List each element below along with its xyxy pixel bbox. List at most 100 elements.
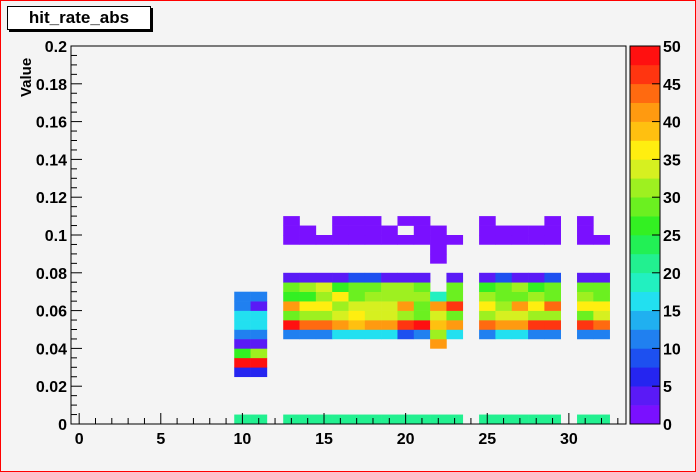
heatmap-bin — [593, 310, 610, 321]
heatmap-bin — [413, 272, 431, 283]
heatmap-bin — [413, 216, 431, 226]
colorbar-segment — [630, 386, 660, 406]
heatmap-bin — [348, 282, 366, 292]
heatmap-bin — [577, 225, 594, 236]
heatmap-bin — [299, 235, 317, 245]
colorbar-segment — [630, 405, 660, 425]
heatmap-bin — [299, 329, 317, 340]
heatmap-bin — [479, 329, 496, 340]
colorbar-segment — [630, 348, 660, 368]
x-tick-label: 15 — [315, 431, 333, 448]
heatmap-bin — [364, 329, 382, 340]
colorbar-segment — [630, 253, 660, 274]
heatmap-bin — [479, 272, 496, 283]
heatmap-bin — [364, 235, 382, 245]
colorbar-label: 25 — [663, 228, 681, 245]
heatmap-bin — [593, 301, 610, 311]
heatmap-bin — [348, 291, 366, 302]
heatmap-bin — [397, 329, 415, 340]
colorbar-label: 50 — [663, 39, 681, 56]
heatmap-bin — [577, 272, 594, 283]
heatmap-bin — [413, 235, 431, 245]
heatmap-bin — [332, 291, 349, 302]
heatmap-bin — [397, 282, 415, 292]
colorbar-label: 40 — [663, 115, 681, 132]
heatmap-bin — [593, 329, 610, 340]
heatmap-bin — [283, 216, 300, 226]
heatmap-bin — [250, 329, 268, 340]
heatmap-bin — [315, 282, 333, 292]
heatmap-bin — [511, 272, 529, 283]
heatmap-bin — [511, 235, 529, 245]
heatmap-bin — [364, 282, 382, 292]
heatmap-bin — [250, 320, 268, 330]
heatmap-bin — [381, 329, 398, 340]
colorbar-segment — [630, 235, 660, 255]
heatmap-bin — [332, 320, 349, 330]
heatmap-bin — [479, 301, 496, 311]
colorbar-segment — [630, 272, 660, 292]
heatmap-bin — [511, 282, 529, 292]
axes: 0 0.02 0.04 0.06 0.08 0.1 0.12 0.14 0.16 0.18 0.2 0… — [36, 39, 619, 448]
heatmap-bin — [544, 310, 561, 321]
heatmap-bin — [479, 225, 496, 236]
heatmap-bin — [315, 291, 333, 302]
heatmap-bin — [479, 291, 496, 302]
heatmap-bin — [593, 320, 610, 330]
colorbar-label: 10 — [663, 341, 681, 358]
heatmap-bin — [528, 301, 545, 311]
heatmap-bin — [250, 338, 268, 349]
heatmap-bin — [364, 272, 382, 283]
heatmap-bin — [315, 301, 333, 311]
heatmap-bin — [315, 310, 333, 321]
colorbar-segment — [630, 121, 660, 141]
heatmap-bin — [299, 225, 317, 236]
heatmap-bin — [528, 310, 545, 321]
heatmap-bin — [479, 216, 496, 226]
heatmap-bin — [528, 291, 545, 302]
heatmap-bin — [348, 320, 366, 330]
colorbar-segment — [630, 102, 660, 122]
heatmap-bin — [332, 216, 349, 226]
x-tick-label: 20 — [397, 431, 415, 448]
heatmap-bin — [544, 272, 561, 283]
heatmap-bin — [430, 329, 447, 340]
colorbar-label: 45 — [663, 77, 681, 94]
heatmap-bin — [332, 282, 349, 292]
heatmap-bin — [234, 329, 251, 340]
heatmap-bin — [413, 310, 431, 321]
colorbar-segment — [630, 310, 660, 330]
heatmap-bin — [511, 225, 529, 236]
heatmap-bin — [495, 282, 513, 292]
heatmap-bin — [593, 272, 610, 283]
heatmap-bin — [381, 320, 398, 330]
heatmap-bin — [511, 301, 529, 311]
heatmap-bin — [413, 225, 431, 236]
heatmap-bin — [577, 329, 594, 340]
colorbar-label: 30 — [663, 190, 681, 207]
heatmap-bin — [528, 282, 545, 292]
heatmap-bin — [577, 235, 594, 245]
heatmap-bin — [299, 291, 317, 302]
heatmap-bin — [283, 310, 300, 321]
heatmap-bin — [332, 301, 349, 311]
heatmap-bin — [250, 367, 268, 378]
heatmap-bin — [577, 310, 594, 321]
heatmap-bin — [250, 348, 268, 359]
heatmap-bin — [446, 235, 464, 245]
heatmap-bin — [283, 329, 300, 340]
heatmap-bin — [593, 282, 610, 292]
heatmap-bin — [381, 301, 398, 311]
heatmap-bin — [528, 272, 545, 283]
colorbar-label: 15 — [663, 304, 681, 321]
heatmap-bin — [364, 310, 382, 321]
heatmap-bin — [397, 216, 415, 226]
heatmap-bin — [332, 310, 349, 321]
x-tick-label: 30 — [560, 431, 578, 448]
y-tick-label: 0.18 — [36, 77, 67, 94]
x-tick-label: 5 — [156, 431, 165, 448]
heatmap-bin — [528, 320, 545, 330]
heatmap-bin — [397, 320, 415, 330]
heatmap-bin — [299, 320, 317, 330]
